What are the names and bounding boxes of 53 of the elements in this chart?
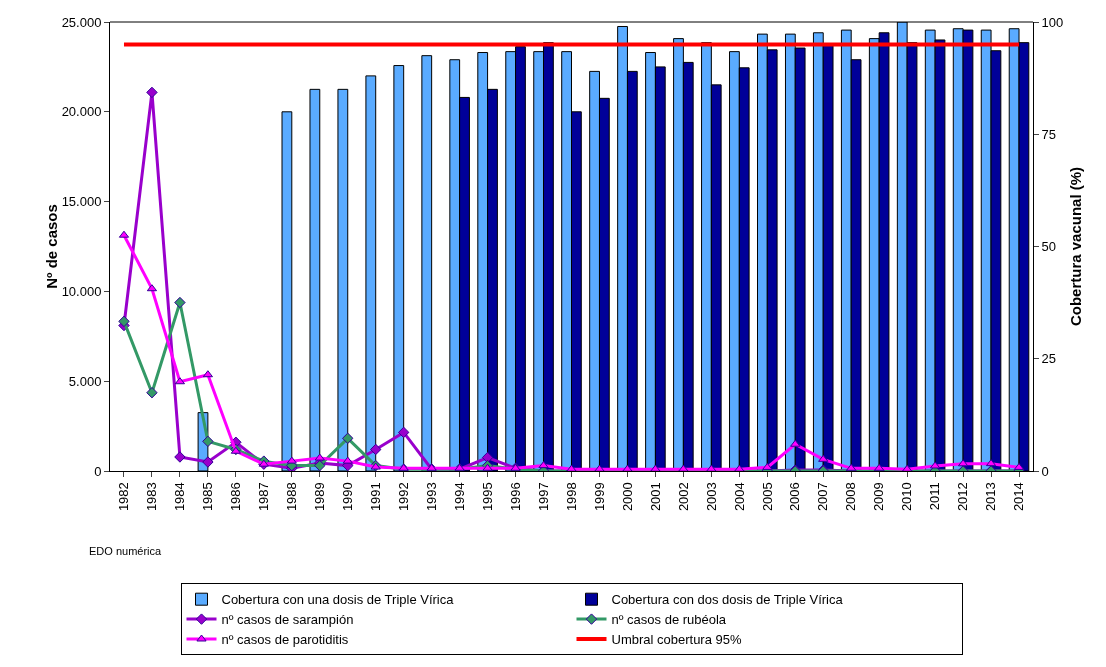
x-tick-label: 1986 bbox=[228, 482, 244, 512]
x-tick-label: 1983 bbox=[144, 482, 160, 512]
x-tick-label: 2010 bbox=[899, 482, 915, 512]
x-tick-label: 1996 bbox=[507, 482, 523, 512]
x-tick-label: 2003 bbox=[703, 482, 719, 512]
x-tick-label: 2005 bbox=[759, 482, 775, 512]
x-tick-label: 2009 bbox=[871, 482, 887, 512]
x-tick-label: 2012 bbox=[955, 482, 971, 512]
x-tick-label: 1993 bbox=[423, 482, 439, 512]
x-tick-label: 1991 bbox=[367, 482, 383, 512]
x-tick-label: 1994 bbox=[451, 482, 467, 512]
y-axis-title: Nº de casos bbox=[42, 204, 60, 289]
x-tick-label: 2004 bbox=[731, 482, 747, 512]
legend-label: Cobertura con dos dosis de Triple Vírica bbox=[611, 592, 844, 608]
y-tick-label: 10.000 bbox=[61, 283, 102, 299]
x-tick-label: 2001 bbox=[647, 482, 663, 512]
y2-tick-label: 100 bbox=[1041, 14, 1064, 30]
y-tick-label: 20.000 bbox=[61, 104, 102, 120]
y-tick-label: 25.000 bbox=[61, 14, 102, 30]
x-tick-label: 1997 bbox=[535, 482, 551, 512]
y-tick-label: 5.000 bbox=[68, 373, 102, 389]
x-tick-label: 2014 bbox=[1011, 482, 1027, 512]
text: EDO numérica bbox=[89, 545, 163, 557]
y2-tick-label: 25 bbox=[1041, 351, 1057, 367]
x-tick-label: 1990 bbox=[339, 482, 355, 512]
x-tick-label: 1982 bbox=[116, 482, 132, 512]
x-tick-label: 2007 bbox=[815, 482, 831, 512]
x-tick-label: 2002 bbox=[675, 482, 691, 512]
x-tick-label: 1988 bbox=[284, 482, 300, 512]
legend-label: nº casos de sarampión bbox=[221, 612, 354, 628]
y-tick-label: 15.000 bbox=[61, 194, 102, 210]
y2-axis-title: Cobertura vacunal (%) bbox=[1066, 166, 1084, 327]
x-tick-label: 1985 bbox=[200, 482, 216, 512]
y2-tick-label: 0 bbox=[1041, 463, 1049, 479]
legend-label: Umbral cobertura 95% bbox=[611, 632, 742, 648]
legend-label: Cobertura con una dosis de Triple Vírica bbox=[221, 592, 455, 608]
legend-label: nº casos de rubéola bbox=[611, 612, 727, 628]
x-tick-label: 1992 bbox=[395, 482, 411, 512]
y2-tick-label: 50 bbox=[1041, 239, 1057, 255]
x-tick-label: 1998 bbox=[563, 482, 579, 512]
x-tick-label: 2000 bbox=[619, 482, 635, 512]
x-tick-label: 1984 bbox=[172, 482, 188, 512]
y-tick-label: 0 bbox=[94, 463, 102, 479]
x-tick-label: 2006 bbox=[787, 482, 803, 512]
x-tick-label: 1995 bbox=[479, 482, 495, 512]
y2-tick-label: 75 bbox=[1041, 126, 1057, 142]
x-tick-label: 1989 bbox=[311, 482, 327, 512]
x-tick-label: 1999 bbox=[591, 482, 607, 512]
legend-label: nº casos de parotiditis bbox=[221, 632, 349, 648]
x-tick-label: 2013 bbox=[983, 482, 999, 512]
x-tick-label: 2008 bbox=[843, 482, 859, 512]
x-tick-label: 2011 bbox=[927, 482, 943, 511]
x-tick-label: 1987 bbox=[256, 482, 272, 512]
